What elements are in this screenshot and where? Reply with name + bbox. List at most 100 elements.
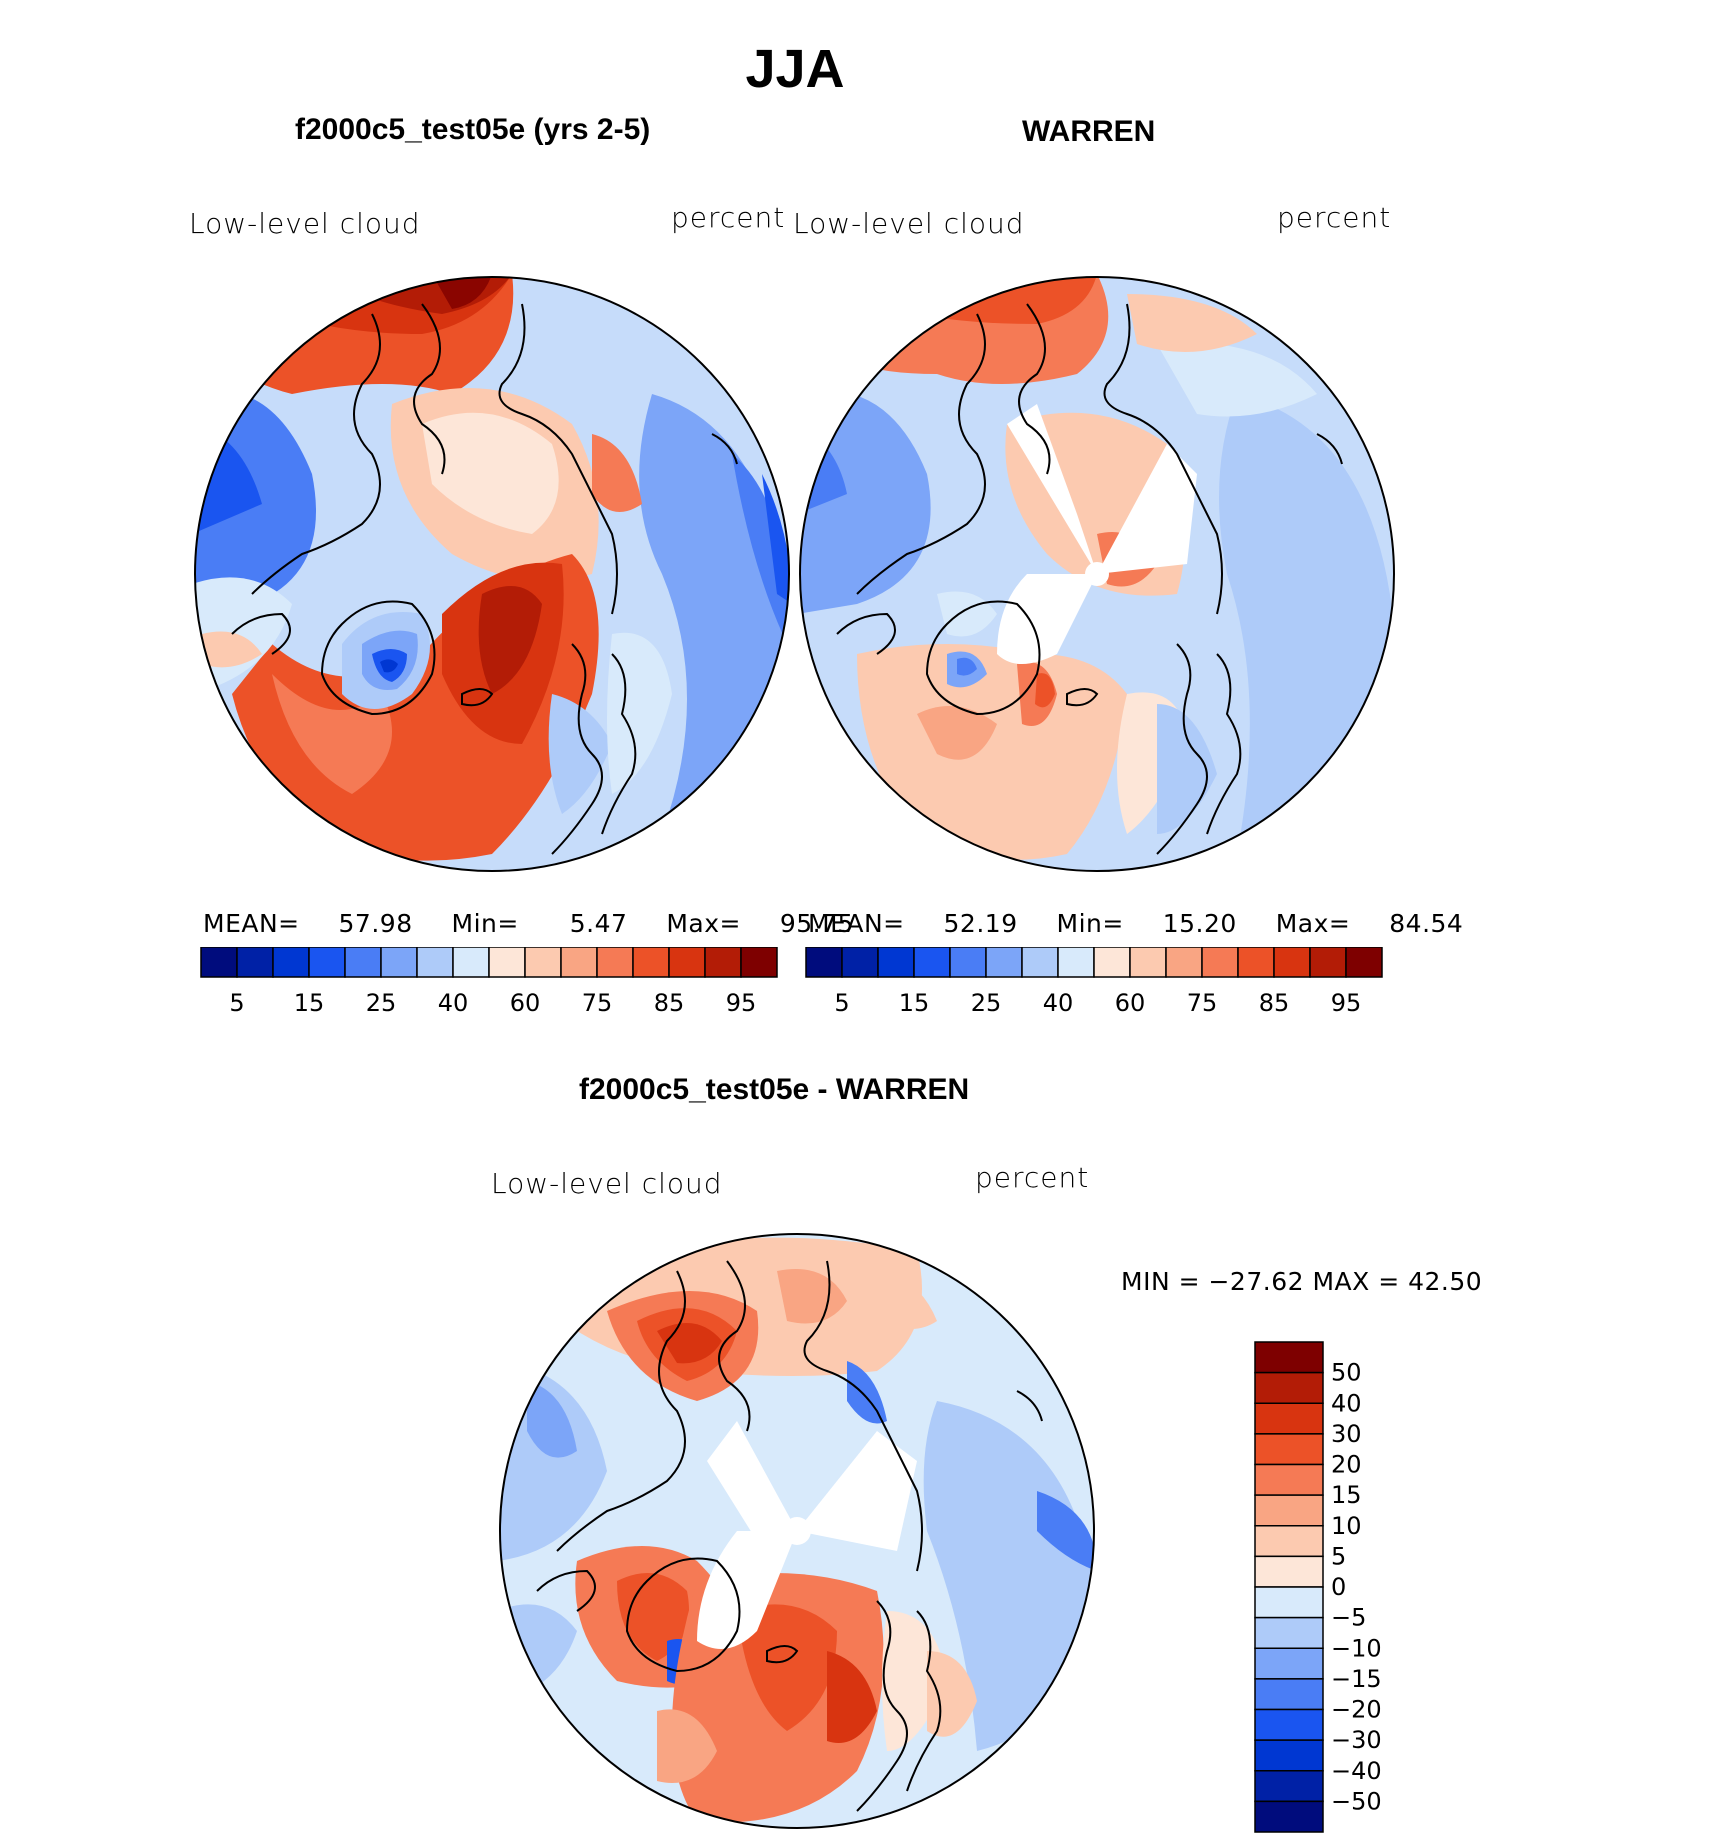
variable-label-obs: Low-level cloud <box>793 207 1025 240</box>
colorbar-swatch <box>1254 1402 1324 1435</box>
colorbar-swatch <box>1254 1708 1324 1741</box>
colorbar-swatch <box>805 947 843 978</box>
minmax-diff: MIN = −27.62 MAX = 42.50 <box>1121 1267 1483 1296</box>
colorbar-swatch <box>236 947 274 978</box>
colorbar-tick-label: 25 <box>971 989 1002 1017</box>
colorbar-tick-label: 85 <box>654 989 685 1017</box>
colorbar-swatch <box>488 947 526 978</box>
max-label: Max= <box>666 909 741 938</box>
stats-obs: MEAN= 52.19 Min= 15.20 Max= 84.54 <box>808 909 1463 938</box>
colorbar-swatch <box>668 947 706 978</box>
colorbar-tick-label: 40 <box>1331 1389 1362 1417</box>
colorbar-swatch <box>704 947 742 978</box>
panel-title-model: f2000c5_test05e (yrs 2-5) <box>295 113 651 146</box>
colorbar-swatch <box>632 947 670 978</box>
colorbar-swatch <box>452 947 490 978</box>
max-value: 95.75 <box>779 909 854 938</box>
colorbar-swatch <box>1129 947 1167 978</box>
colorbar-swatch <box>1254 1341 1324 1374</box>
colorbar-swatch <box>560 947 598 978</box>
min-label: Min= <box>1056 909 1124 938</box>
colorbar-tick-label: −30 <box>1331 1726 1382 1754</box>
colorbar-swatch <box>1254 1371 1324 1404</box>
colorbar-swatch <box>1254 1616 1324 1649</box>
colorbar-swatch <box>1201 947 1239 978</box>
colorbar-tick-label: 85 <box>1259 989 1290 1017</box>
colorbar-swatch <box>1345 947 1383 978</box>
polar-map-model <box>194 276 790 872</box>
colorbar-swatch <box>877 947 915 978</box>
colorbar-swatch <box>416 947 454 978</box>
colorbar-swatch <box>1254 1555 1324 1588</box>
colorbar-tick-label: 5 <box>1331 1542 1346 1570</box>
stats-model: MEAN= 57.98 Min= 5.47 Max= 95.75 <box>203 909 854 938</box>
colorbar-tick-label: 5 <box>834 989 849 1017</box>
colorbar-model: 5 15 25 40 60 75 85 95 <box>200 947 778 1017</box>
colorbar-tick-label: 25 <box>366 989 397 1017</box>
colorbar-swatch <box>740 947 778 978</box>
mean-value: 57.98 <box>338 909 413 938</box>
colorbar-swatch <box>1254 1494 1324 1527</box>
figure-title: JJA <box>745 39 845 99</box>
colorbar-swatch <box>344 947 382 978</box>
colorbar-swatch <box>985 947 1023 978</box>
units-label-diff: percent <box>975 1161 1090 1194</box>
colorbar-tick-label: 95 <box>1331 989 1362 1017</box>
min-value: 15.20 <box>1162 909 1237 938</box>
mean-value: 52.19 <box>943 909 1018 938</box>
colorbar-tick-label: 60 <box>510 989 541 1017</box>
panel-title-diff: f2000c5_test05e - WARREN <box>579 1073 970 1106</box>
colorbar-swatch <box>1254 1433 1324 1466</box>
colorbar-tick-label: 15 <box>899 989 930 1017</box>
colorbar-tick-label: −50 <box>1331 1787 1382 1815</box>
mean-label: MEAN= <box>203 909 300 938</box>
colorbar-tick-label: 30 <box>1331 1420 1362 1448</box>
colorbar-swatch <box>949 947 987 978</box>
colorbar-swatch <box>1273 947 1311 978</box>
colorbar-swatch <box>380 947 418 978</box>
polar-map-obs <box>799 276 1395 872</box>
max-value: 84.54 <box>1389 909 1464 938</box>
colorbar-tick-label: 40 <box>1043 989 1074 1017</box>
colorbar-tick-label: −40 <box>1331 1757 1382 1785</box>
colorbar-tick-label: 50 <box>1331 1359 1362 1387</box>
colorbar-tick-label: −10 <box>1331 1634 1382 1662</box>
colorbar-swatch <box>1254 1770 1324 1803</box>
colorbar-tick-label: 15 <box>294 989 325 1017</box>
colorbar-tick-label: −5 <box>1331 1604 1366 1632</box>
colorbar-swatch <box>1254 1586 1324 1619</box>
colorbar-tick-label: 10 <box>1331 1512 1362 1540</box>
mean-label: MEAN= <box>808 909 905 938</box>
colorbar-swatch <box>1254 1463 1324 1496</box>
colorbar-swatch <box>1057 947 1095 978</box>
colorbar-tick-label: 20 <box>1331 1451 1362 1479</box>
min-label: Min= <box>451 909 519 938</box>
variable-label-model: Low-level cloud <box>189 207 421 240</box>
colorbar-swatch <box>1254 1647 1324 1680</box>
units-label-obs: percent <box>1277 201 1392 234</box>
colorbar-swatch <box>1254 1739 1324 1772</box>
colorbar-swatch <box>1093 947 1131 978</box>
colorbar-swatch <box>1021 947 1059 978</box>
panel-title-obs: WARREN <box>1022 115 1156 148</box>
colorbar-tick-label: 15 <box>1331 1481 1362 1509</box>
colorbar-tick-label: 5 <box>229 989 244 1017</box>
colorbar-swatch <box>1254 1525 1324 1558</box>
colorbar-obs: 5 15 25 40 60 75 85 95 <box>805 947 1383 1017</box>
colorbar-tick-label: 75 <box>582 989 613 1017</box>
colorbar-tick-label: −20 <box>1331 1696 1382 1724</box>
colorbar-swatch <box>841 947 879 978</box>
colorbar-swatch <box>272 947 310 978</box>
colorbar-tick-label: 60 <box>1115 989 1146 1017</box>
units-label-model: percent <box>671 201 786 234</box>
colorbar-tick-label: 0 <box>1331 1573 1346 1601</box>
colorbar-tick-label: 40 <box>438 989 469 1017</box>
colorbar-swatch <box>200 947 238 978</box>
colorbar-tick-label: 95 <box>726 989 757 1017</box>
colorbar-swatch <box>596 947 634 978</box>
colorbar-swatch <box>1254 1800 1324 1833</box>
max-label: Max= <box>1275 909 1351 938</box>
colorbar-swatch <box>1309 947 1347 978</box>
colorbar-swatch <box>1165 947 1203 978</box>
